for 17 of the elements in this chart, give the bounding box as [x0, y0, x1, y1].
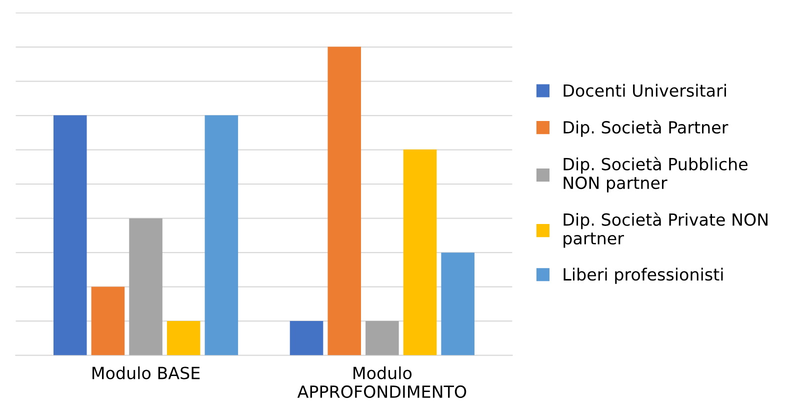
bar [328, 46, 361, 356]
legend-label: Liberi professionisti [564, 268, 723, 284]
x-tick-label: Modulo APPROFONDIMENTO [297, 366, 466, 398]
bar [166, 321, 200, 356]
x-tick-label: Modulo BASE [92, 366, 200, 380]
bar [403, 150, 437, 356]
bar [290, 321, 324, 356]
legend-label: Dip. Società Pubbliche NON partner [564, 156, 748, 192]
legend-label: Docenti Universitari [564, 84, 726, 97]
bar [53, 115, 87, 356]
bar [441, 252, 474, 356]
bar [204, 115, 238, 356]
bar [366, 321, 399, 356]
bar [129, 218, 162, 356]
legend-label: Dip. Società Partner [564, 120, 728, 137]
legend-label: Dip. Società Private NON partner [564, 212, 768, 248]
bar [91, 286, 125, 356]
